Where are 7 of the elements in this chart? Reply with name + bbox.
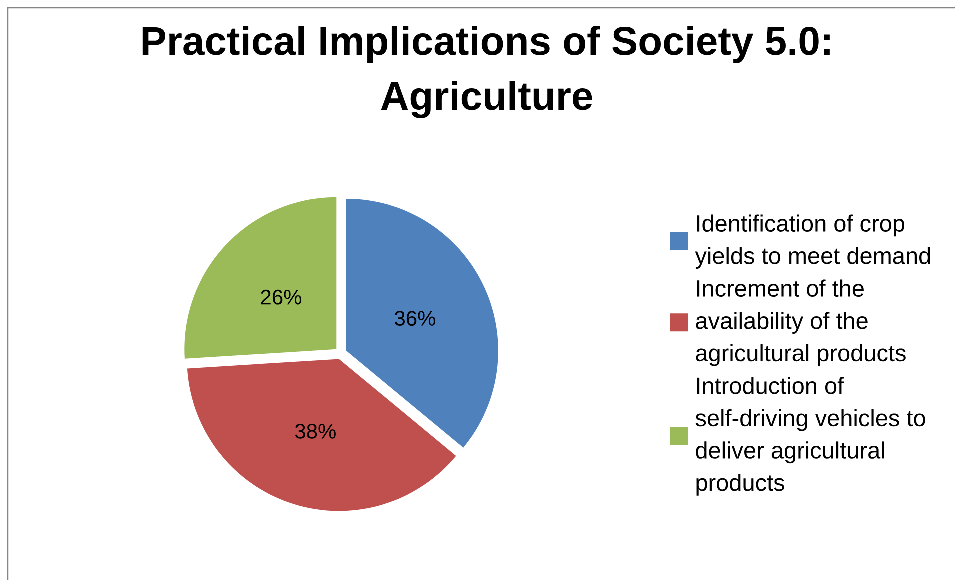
data-label: 38% [295,424,336,439]
legend-label: Identification of crop yields to meet demand [695,214,930,269]
chart-title: Practical Implications of Society 5.0: Agriculture [142,26,830,118]
legend-label: Introduction of self-driving vehicles to deliver agricultural products [696,377,926,496]
legend-label: Increment of the availability of the agricultural products [696,280,906,366]
data-label: 26% [261,290,302,305]
data-label: 36% [394,311,436,326]
